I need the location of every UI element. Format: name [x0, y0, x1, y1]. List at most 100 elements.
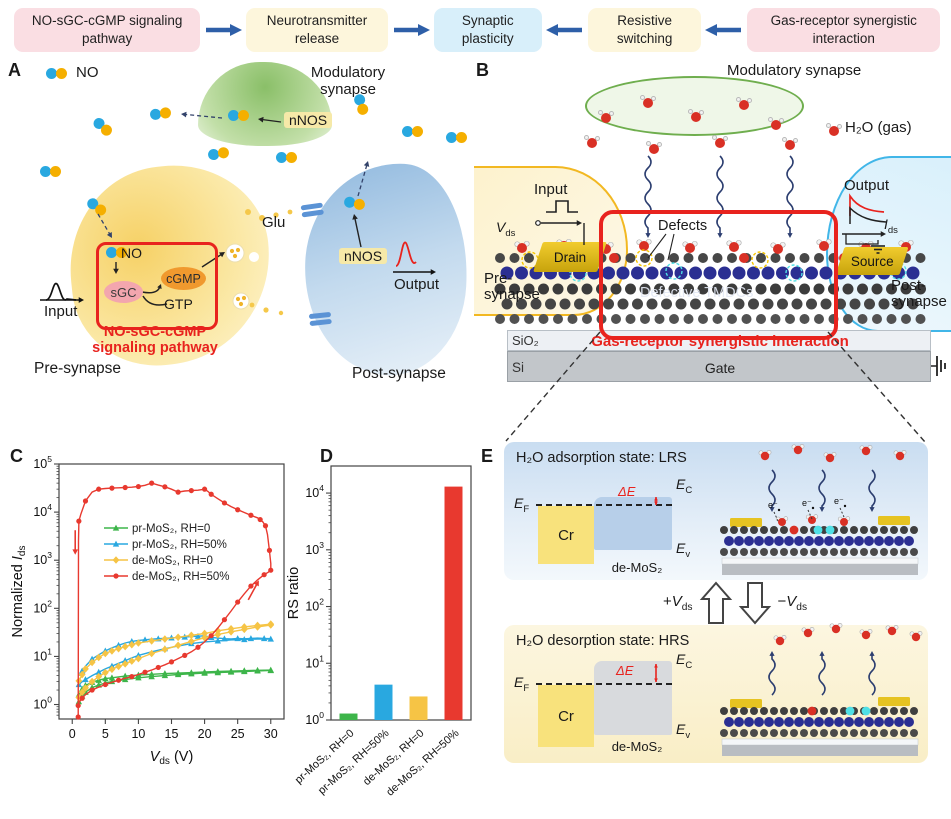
gas-exchange-arrows	[644, 155, 794, 238]
svg-text:Normalized Ids: Normalized Ids	[10, 546, 28, 638]
panel-a-artwork	[40, 111, 436, 344]
svg-text:e⁻: e⁻	[834, 496, 844, 506]
defects-label: Defects	[658, 218, 708, 234]
flow-arrow-left-icon	[705, 24, 742, 36]
svg-text:100: 100	[305, 710, 324, 727]
svg-text:30: 30	[264, 727, 278, 741]
svg-text:103: 103	[305, 540, 324, 557]
lrs-state-box: H₂O adsorption state: LRS EF Cr EC Ev ΔE…	[504, 442, 928, 580]
fermi-level-line-lrs	[536, 504, 672, 506]
h2o-molecule	[782, 137, 798, 151]
pathway-caption-line1: NO-sGC-cGMP	[103, 324, 207, 340]
interaction-caption: Gas-receptor synergistic interaction	[591, 333, 849, 350]
sgc-label: sGC	[110, 284, 137, 300]
svg-text:15: 15	[165, 727, 179, 741]
hrs-title: H₂O desorption state: HRS	[516, 633, 690, 649]
flow-step-label: Synaptic plasticity	[461, 13, 514, 46]
demos2-label-lrs: de-MoS₂	[611, 560, 663, 575]
ev-label-hrs: Ev	[676, 721, 690, 741]
gate-ground-icon	[931, 356, 946, 376]
input-label-b: Input	[534, 181, 568, 198]
gtp-label: GTP	[164, 296, 193, 312]
no-molecule	[40, 166, 63, 177]
nnos-post-chip: nNOS	[339, 248, 388, 264]
ec-label-lrs: EC	[676, 476, 692, 496]
svg-text:100: 100	[33, 695, 52, 712]
h2o-molecule	[826, 123, 842, 137]
h2o-molecule	[584, 135, 600, 149]
svg-text:20: 20	[198, 727, 212, 741]
svg-text:102: 102	[33, 598, 52, 615]
ids-main: I	[884, 216, 888, 232]
svg-text:10: 10	[131, 727, 145, 741]
flow-arrow-right-icon	[206, 24, 243, 36]
modulatory-synapse-label-b: Modulatory synapse	[727, 62, 862, 79]
no-molecule	[106, 247, 129, 258]
iv-hysteresis-chart: 0 5 10 15 20 25 30 100 101 102 103 104 105 Vds (V) Nor…	[10, 454, 285, 767]
defect-pointer-lines	[647, 233, 675, 261]
demos2-band-hrs	[594, 661, 672, 735]
h2o-molecule	[712, 135, 728, 149]
svg-text:de-MoS₂, RH=50%: de-MoS₂, RH=50%	[132, 571, 229, 583]
svg-text:0: 0	[69, 727, 76, 741]
flow-arrow-left-icon	[545, 24, 582, 36]
up-arrow-icon	[699, 581, 732, 624]
h2o-molecule	[768, 117, 784, 131]
fermi-level-line-hrs	[536, 683, 672, 685]
flow-step-label: Resistive switching	[616, 13, 673, 46]
ef-sub: F	[523, 682, 530, 694]
ef-main: E	[514, 674, 524, 690]
svg-text:102: 102	[305, 597, 324, 614]
glu-label: Glu	[262, 214, 286, 231]
flow-step-label: NO-sGC-cGMP signaling pathway	[31, 13, 183, 46]
no-molecule	[446, 132, 469, 143]
plus-vds-main: V	[671, 593, 682, 610]
no-molecule	[276, 152, 299, 163]
svg-text:101: 101	[305, 653, 324, 670]
input-pulse-circuit	[535, 200, 585, 245]
pre-synapse-label-a: Pre-synapse	[34, 360, 122, 377]
post-synapse-label-b: Post-synapse	[891, 277, 947, 311]
output-decay-circuit	[842, 193, 887, 254]
flow-step-label: Neurotransmitter release	[266, 13, 368, 46]
minus-vds-label: −Vds	[778, 593, 808, 613]
plus-vds-label: +Vds	[663, 593, 693, 613]
ev-sub: v	[685, 548, 691, 560]
lrs-lattice-scene: e⁻ e⁻ e⁻	[720, 444, 919, 575]
ec-main: E	[676, 651, 686, 667]
panel-a-label: A	[8, 60, 21, 80]
hrs-lattice-scene	[720, 623, 923, 756]
ec-sub: C	[685, 484, 693, 496]
svg-text:101: 101	[33, 646, 52, 663]
demos2-label-hrs: de-MoS₂	[611, 739, 663, 754]
ec-label-hrs: EC	[676, 651, 692, 671]
interaction-box	[599, 210, 838, 340]
ids-sub: ds	[887, 224, 898, 236]
flow-step-release: Neurotransmitter release	[246, 8, 388, 52]
si-label: Si	[512, 360, 525, 375]
flow-diagram: NO-sGC-cGMP signaling pathway Neurotrans…	[14, 5, 941, 55]
flow-step-plasticity: Synaptic plasticity	[433, 8, 542, 52]
ef-label-hrs: EF	[514, 674, 529, 694]
ec-main: E	[676, 476, 686, 492]
minus-vds-main: V	[786, 593, 797, 610]
cr-label: Cr	[558, 526, 574, 544]
svg-text:de-MoS₂, RH=0: de-MoS₂, RH=0	[361, 727, 426, 788]
minus-sign: −	[777, 593, 787, 610]
svg-text:104: 104	[33, 502, 52, 519]
svg-text:pr-MoS₂, RH=0: pr-MoS₂, RH=0	[132, 523, 210, 535]
delta-e-label-hrs: ΔE	[616, 663, 634, 678]
h2o-molecule	[688, 109, 704, 123]
minus-vds-sub: ds	[796, 602, 808, 613]
gate-label: Gate	[704, 360, 736, 376]
svg-text:104: 104	[305, 483, 324, 500]
svg-text:5: 5	[102, 727, 109, 741]
ef-sub: F	[523, 503, 530, 515]
vds-main: V	[496, 219, 506, 235]
h2o-molecule	[736, 97, 752, 111]
flow-step-label: Gas-receptor synergistic interaction	[770, 13, 917, 46]
no-molecule	[228, 110, 251, 121]
lrs-title: H₂O adsorption state: LRS	[516, 450, 687, 466]
